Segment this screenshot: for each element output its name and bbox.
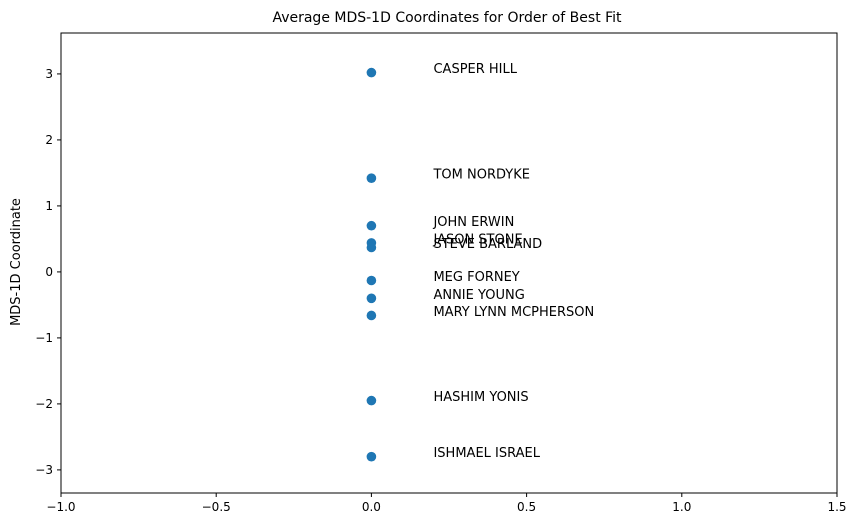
data-point bbox=[366, 67, 377, 78]
data-point bbox=[366, 395, 377, 406]
point-label: MEG FORNEY bbox=[433, 270, 519, 285]
point-label: JOHN ERWIN bbox=[432, 215, 514, 230]
plot-frame bbox=[60, 32, 838, 494]
y-tick-label: 3 bbox=[45, 67, 53, 81]
point-label: STEVE BARLAND bbox=[433, 237, 542, 252]
chart-title: Average MDS-1D Coordinates for Order of … bbox=[272, 10, 622, 26]
data-point bbox=[366, 293, 377, 304]
x-tick-label: 0.5 bbox=[517, 500, 536, 514]
point-label: ANNIE YOUNG bbox=[433, 288, 524, 303]
data-point bbox=[366, 451, 377, 462]
point-label: MARY LYNN MCPHERSON bbox=[433, 305, 594, 320]
data-point bbox=[366, 173, 377, 183]
y-tick-label: 1 bbox=[45, 199, 53, 213]
y-tick-label: −2 bbox=[35, 397, 53, 411]
y-tick-label: −1 bbox=[35, 331, 53, 345]
y-tick-label: 0 bbox=[45, 265, 53, 279]
x-tick-label: 1.5 bbox=[827, 500, 846, 514]
y-tick-label: −3 bbox=[35, 463, 53, 477]
point-label: ISHMAEL ISRAEL bbox=[433, 446, 540, 461]
x-tick-label: −1.0 bbox=[46, 500, 75, 514]
y-axis-label: MDS-1D Coordinate bbox=[9, 198, 24, 326]
point-label: TOM NORDYKE bbox=[432, 168, 529, 183]
data-point bbox=[366, 275, 377, 286]
x-tick-label: −0.5 bbox=[202, 500, 231, 514]
data-point bbox=[366, 242, 377, 253]
point-label: JASON STONE bbox=[432, 232, 522, 247]
y-tick-label: 2 bbox=[45, 133, 53, 147]
data-point bbox=[366, 310, 377, 321]
x-tick-label: 1.0 bbox=[672, 500, 691, 514]
data-point bbox=[366, 220, 377, 231]
point-label: HASHIM YONIS bbox=[433, 390, 528, 405]
point-label: CASPER HILL bbox=[433, 62, 517, 77]
x-tick-label: 0.0 bbox=[362, 500, 381, 514]
